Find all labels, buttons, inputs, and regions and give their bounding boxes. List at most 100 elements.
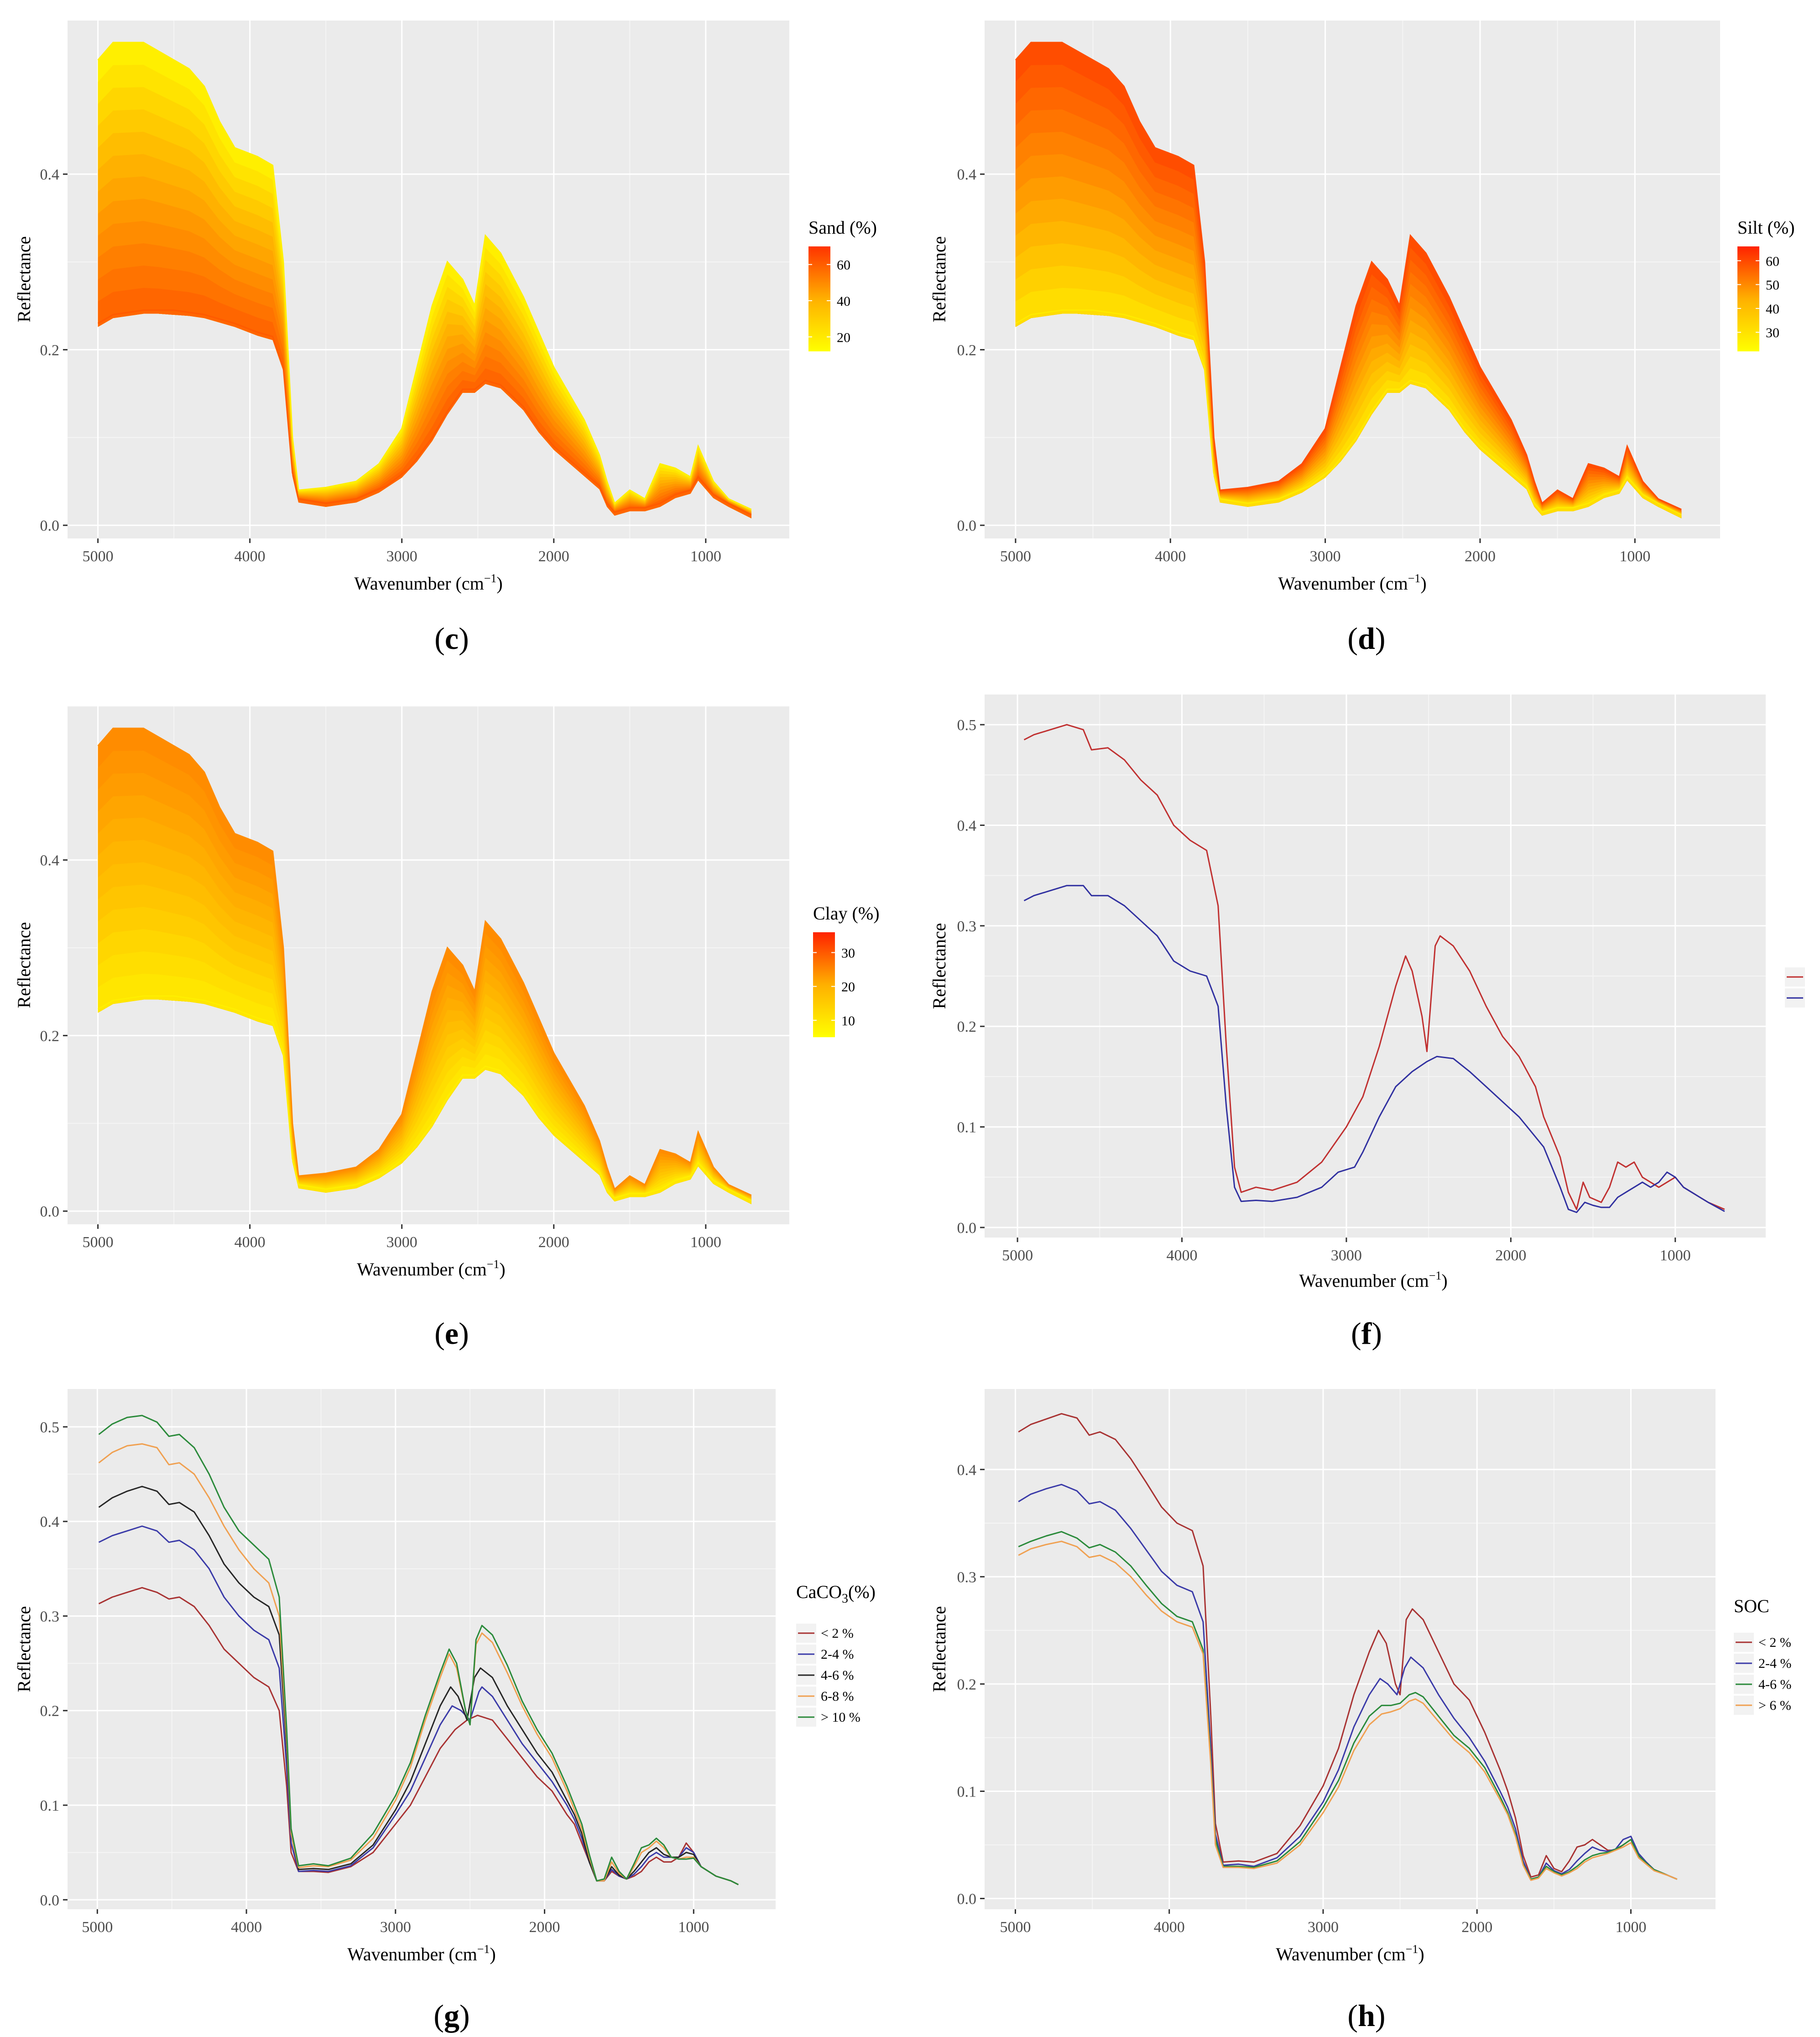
x-axis: 5000 4000 3000 2000 1000	[1002, 1238, 1691, 1264]
legend-label: < 2 %	[1758, 1635, 1791, 1650]
x-axis-title: Wavenumber (cm−1)	[357, 1258, 505, 1280]
x-tick-label: 1000	[1616, 1919, 1647, 1936]
x-tick-label: 3000	[1310, 548, 1341, 565]
y-tick-label: 0.0	[40, 1892, 60, 1909]
y-tick-label: 0.4	[957, 167, 977, 183]
legend-label: 4-6 %	[821, 1668, 854, 1683]
x-axis-unit: cm	[455, 1944, 477, 1964]
line-legend	[1785, 967, 1805, 1008]
x-tick-label: 2000	[538, 1234, 569, 1251]
figure-canvas: 0.0 0.2 0.4 5000 4000 3000 2000 1000 Wavenumbe…	[0, 0, 1820, 2037]
y-axis: 0.0 0.1 0.2 0.3 0.4	[957, 1462, 985, 1907]
colorbar-label: 30	[841, 946, 855, 961]
x-axis-unit: cm	[1383, 1944, 1406, 1964]
x-axis-unit-exponent: −1	[484, 572, 497, 585]
colorbar-legend: Silt (%) 60 50 40 30	[1737, 217, 1795, 351]
x-tick-label: 4000	[1154, 1919, 1185, 1936]
x-axis-unit-exponent: −1	[1408, 572, 1421, 585]
legend-title: CaCO3(%)	[796, 1582, 876, 1606]
x-axis-unit: cm	[1386, 573, 1408, 594]
legend-title: SOC	[1734, 1596, 1769, 1616]
y-tick-label: 0.1	[40, 1797, 60, 1814]
legend-label: 6-8 %	[821, 1689, 854, 1704]
x-axis-unit: cm	[1407, 1270, 1429, 1291]
y-axis-title: Reflectance	[14, 922, 34, 1008]
panel-label: (g)	[433, 1998, 469, 2033]
colorbar-label: 40	[837, 294, 850, 309]
colorbar-label: 30	[1766, 325, 1779, 340]
x-axis-unit-exponent: −1	[487, 1258, 500, 1271]
y-axis: 0.0 0.2 0.4	[40, 167, 68, 534]
y-tick-label: 0.5	[957, 717, 977, 734]
panel-label: (e)	[434, 1316, 469, 1351]
chart-panel-h: 0.0 0.1 0.2 0.3 0.4 5000 4000 3000 2000 1000 Wav…	[929, 1389, 1791, 2033]
colorbar: 60504030	[1737, 246, 1779, 351]
chart-panel-c: 0.00.20.4 5000 4000 3000 2000 1000 Wavenumbe…	[14, 21, 877, 656]
x-axis-label-text: Wavenumber	[357, 1259, 454, 1280]
x-axis-label-text: Wavenumber	[354, 573, 451, 594]
x-tick-label: 5000	[83, 548, 114, 565]
colorbar-legend: Sand (%) 60 40 20	[808, 217, 877, 351]
x-tick-label: 2000	[1465, 548, 1496, 565]
legend-label: 4-6 %	[1758, 1677, 1791, 1692]
chart-panel-d: 0.0 0.2 0.4 5000 4000 3000 2000 1000 Wavenumbe…	[929, 21, 1795, 656]
x-axis: 5000 4000 3000 2000 1000	[1000, 1909, 1646, 1936]
y-tick-label: 0.0	[957, 517, 977, 534]
y-axis-title: Reflectance	[929, 923, 949, 1009]
x-axis-title: Wavenumber (cm−1)	[1278, 572, 1426, 594]
x-tick-label: 2000	[1495, 1247, 1526, 1264]
colorbar-label: 10	[841, 1013, 855, 1029]
x-tick-label: 2000	[1461, 1919, 1492, 1936]
x-tick-label: 4000	[1167, 1247, 1198, 1264]
x-tick-label: 3000	[380, 1919, 411, 1936]
y-axis-title: Reflectance	[929, 1606, 949, 1692]
x-tick-label: 1000	[678, 1919, 709, 1936]
colorbar-gradient	[1737, 246, 1759, 351]
y-tick-label: 0.2	[40, 1703, 60, 1720]
x-axis-unit-exponent: −1	[1406, 1943, 1418, 1956]
x-tick-label: 4000	[1155, 548, 1186, 565]
panel-label: (f)	[1351, 1316, 1382, 1351]
y-tick-label: 0.4	[40, 1514, 60, 1530]
panel-label-letter: c	[445, 621, 459, 656]
legend-title-text: CaCO	[796, 1582, 842, 1602]
x-axis-title: Wavenumber (cm−1)	[354, 572, 502, 594]
panel-label-letter: d	[1358, 621, 1375, 656]
y-tick-label: 0.1	[957, 1119, 977, 1136]
legend-label: > 6 %	[1758, 1698, 1791, 1713]
panel-label-letter: f	[1361, 1316, 1372, 1351]
y-tick-label: 0.5	[40, 1419, 60, 1436]
line-legend: < 2 % 2-4 % 4-6 % 6-8 % > 10 %	[796, 1624, 860, 1727]
x-tick-label: 3000	[1308, 1919, 1339, 1936]
y-tick-label: 0.4	[40, 167, 60, 183]
legend-label: 2-4 %	[1758, 1656, 1791, 1671]
x-tick-label: 5000	[1000, 1919, 1031, 1936]
colorbar-label: 40	[1766, 302, 1779, 317]
y-axis: 0.0 0.1 0.2 0.3 0.4 0.5	[40, 1419, 68, 1909]
y-axis: 0.0 0.2 0.4	[957, 167, 985, 534]
x-tick-label: 5000	[1002, 1247, 1033, 1264]
y-tick-label: 0.2	[957, 342, 977, 359]
x-tick-label: 4000	[235, 1234, 266, 1251]
x-tick-label: 2000	[538, 548, 569, 565]
plot-background	[68, 1389, 776, 1909]
y-tick-label: 0.2	[40, 1028, 60, 1045]
x-tick-label: 2000	[529, 1919, 560, 1936]
x-tick-label: 5000	[83, 1234, 114, 1251]
y-axis: 0.0 0.2 0.4	[40, 852, 68, 1220]
x-tick-label: 3000	[386, 1234, 417, 1251]
colorbar: 30 20 10	[813, 932, 855, 1037]
y-tick-label: 0.2	[957, 1018, 977, 1035]
colorbar-label: 20	[837, 330, 850, 345]
x-axis-unit-exponent: −1	[477, 1943, 490, 1956]
x-axis: 5000 4000 3000 2000 1000	[82, 1909, 709, 1936]
x-axis-label-text: Wavenumber	[1299, 1270, 1396, 1291]
panel-label-letter: h	[1358, 1998, 1375, 2033]
legend-title-subscript: 3	[842, 1592, 848, 1606]
y-axis-title: Reflectance	[14, 1606, 34, 1692]
x-tick-label: 4000	[235, 548, 266, 565]
x-axis-label-text: Wavenumber	[1276, 1944, 1372, 1964]
x-tick-label: 5000	[1000, 548, 1031, 565]
colorbar-label: 20	[841, 980, 855, 995]
panel-label: (h)	[1347, 1998, 1385, 2033]
